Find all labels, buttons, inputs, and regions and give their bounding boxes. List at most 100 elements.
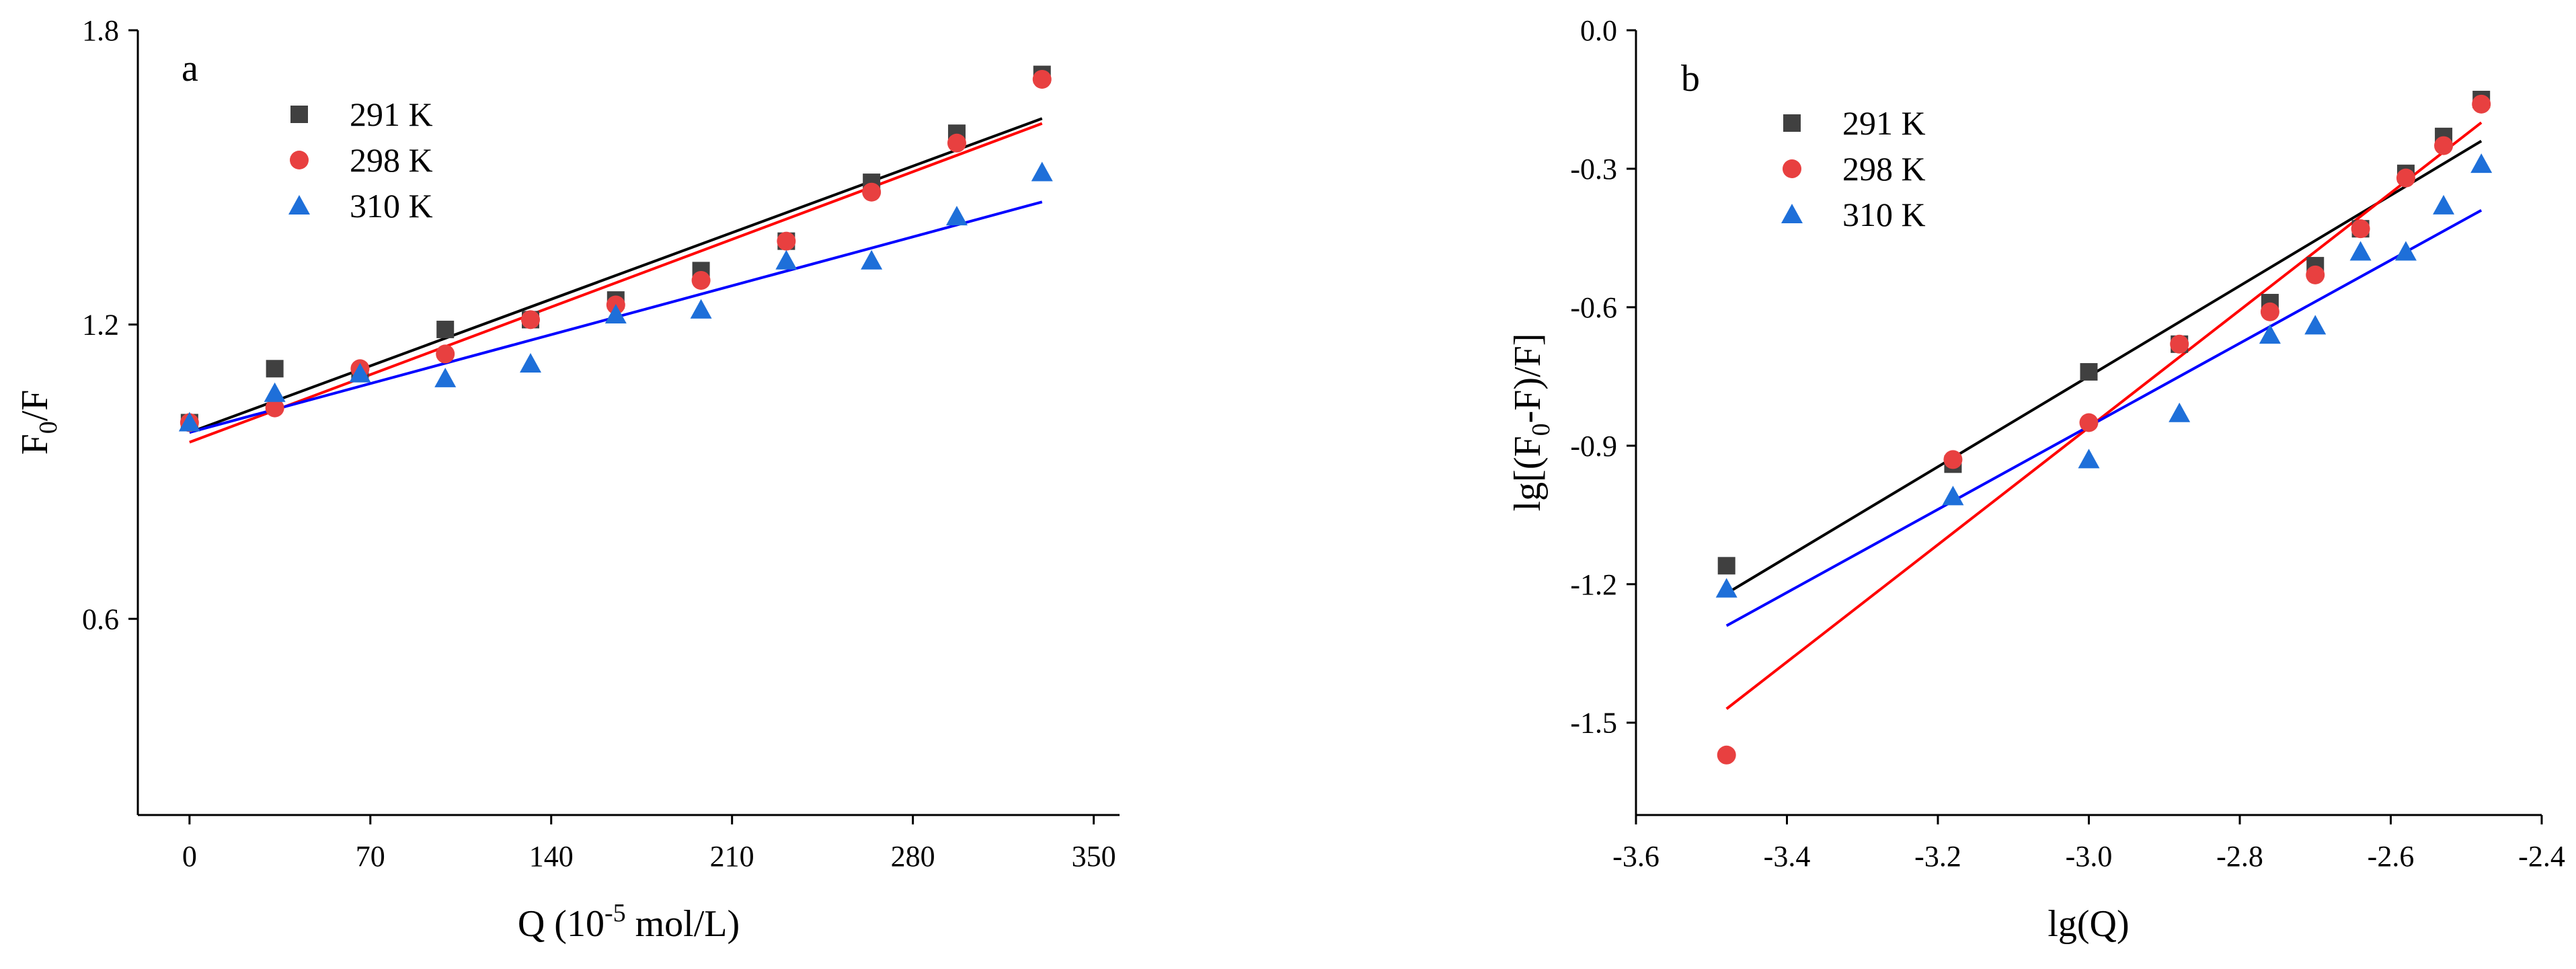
y-ticks: 0.6 1.2 1.8 xyxy=(82,14,138,635)
legend-marker-310k xyxy=(288,195,310,215)
data-point-310k xyxy=(349,362,371,383)
legend: 291 K 298 K 310 K xyxy=(288,95,433,225)
y-tick-label: -0.3 xyxy=(1570,153,1617,186)
data-point-310k xyxy=(178,412,200,432)
chart-panel-a: 0 70 140 210 280 350 0.6 1.2 1.8 291 K 298 K 310 … xyxy=(14,14,1120,945)
fit-line-298k xyxy=(1725,121,2483,710)
y-tick-label: -1.2 xyxy=(1570,568,1617,601)
legend-marker-310k xyxy=(1781,204,1803,223)
data-point-310k xyxy=(520,352,541,373)
data-point-298k xyxy=(777,231,796,251)
x-tick-label: -3.0 xyxy=(2066,840,2113,873)
data-point-310k xyxy=(604,304,627,324)
data-point-298k xyxy=(2079,413,2099,432)
panel-label: b xyxy=(1681,58,1700,100)
data-point-298k xyxy=(2306,265,2325,284)
x-tick-label: -3.6 xyxy=(1612,840,1660,873)
x-tick-label: 0 xyxy=(182,840,197,873)
legend-label: 291 K xyxy=(350,95,433,133)
y-ticks: -1.5 -1.2 -0.9 -0.6 -0.3 0.0 xyxy=(1570,14,1636,740)
legend: 291 K 298 K 310 K xyxy=(1781,104,1926,233)
fit-line-291k xyxy=(1725,140,2483,595)
legend-label: 310 K xyxy=(1842,196,1926,233)
data-points xyxy=(1715,90,2493,765)
panel-label: a xyxy=(182,48,198,89)
data-point-310k xyxy=(2078,449,2100,469)
legend-label: 298 K xyxy=(350,141,433,179)
data-point-310k xyxy=(264,382,286,402)
data-point-291k xyxy=(266,360,284,378)
data-point-310k xyxy=(2470,153,2493,173)
y-tick-label: -0.9 xyxy=(1570,430,1617,463)
data-point-298k xyxy=(2170,334,2189,354)
x-axis-title: lg(Q) xyxy=(2047,903,2129,945)
x-tick-label: -2.8 xyxy=(2216,840,2263,873)
data-point-310k xyxy=(2433,194,2455,215)
legend-marker-291k xyxy=(290,106,308,123)
fit-line-298k xyxy=(189,122,1043,444)
data-point-298k xyxy=(862,182,882,202)
data-point-310k xyxy=(690,299,712,319)
data-point-291k xyxy=(436,320,455,338)
data-point-298k xyxy=(2434,136,2454,155)
y-tick-label: 1.8 xyxy=(82,14,119,47)
data-point-298k xyxy=(947,133,966,153)
y-tick-label: -1.5 xyxy=(1570,707,1617,740)
data-point-298k xyxy=(691,270,711,290)
data-point-310k xyxy=(2394,241,2417,261)
legend-label: 310 K xyxy=(350,187,433,225)
data-point-298k xyxy=(1943,450,1963,469)
data-point-298k xyxy=(265,398,284,418)
x-tick-label: 140 xyxy=(529,840,574,873)
data-point-310k xyxy=(775,249,797,270)
fit-line-291k xyxy=(189,117,1043,434)
data-point-291k xyxy=(2080,362,2098,381)
data-point-298k xyxy=(2351,219,2370,239)
legend-marker-291k xyxy=(1783,114,1801,132)
data-point-298k xyxy=(2396,168,2415,188)
x-tick-label: 70 xyxy=(356,840,385,873)
x-tick-label: -3.4 xyxy=(1764,840,1811,873)
data-point-310k xyxy=(1942,486,1964,506)
chart-panel-b: -3.6 -3.4 -3.2 -3.0 -2.8 -2.6 -2.4 -1.5 -1.2 -0.… xyxy=(1507,14,2565,945)
y-tick-label: 0.0 xyxy=(1580,14,1617,47)
x-ticks: 0 70 140 210 280 350 xyxy=(182,815,1116,873)
x-axis-title: Q (10-5 mol/L) xyxy=(518,899,740,945)
x-ticks: -3.6 -3.4 -3.2 -3.0 -2.8 -2.6 -2.4 xyxy=(1612,815,2565,873)
data-point-298k xyxy=(1032,69,1052,89)
data-point-310k xyxy=(861,249,883,270)
data-point-310k xyxy=(434,367,457,387)
y-tick-label: -0.6 xyxy=(1570,291,1617,324)
x-tick-label: 280 xyxy=(891,840,935,873)
x-tick-label: -3.2 xyxy=(1914,840,1961,873)
x-tick-label: 350 xyxy=(1072,840,1116,873)
legend-label: 298 K xyxy=(1842,150,1926,188)
fit-line-310k xyxy=(1725,208,2483,627)
data-point-310k xyxy=(1031,161,1053,182)
legend-marker-298k xyxy=(1783,159,1801,178)
data-point-310k xyxy=(945,206,968,226)
y-axis-title: F0/F xyxy=(14,390,63,455)
x-tick-label: -2.4 xyxy=(2518,840,2565,873)
data-point-298k xyxy=(2472,94,2491,114)
legend-marker-298k xyxy=(290,151,309,169)
data-point-310k xyxy=(2169,402,2191,422)
data-point-310k xyxy=(1715,578,1738,598)
data-point-298k xyxy=(436,344,455,364)
y-tick-label: 1.2 xyxy=(82,309,119,342)
y-axis-title: lg[(F0-F)/F] xyxy=(1507,334,1555,512)
data-point-298k xyxy=(1717,745,1736,765)
fit-lines xyxy=(189,117,1043,444)
x-tick-label: -2.6 xyxy=(2368,840,2415,873)
data-point-298k xyxy=(2260,302,2279,321)
data-point-310k xyxy=(2259,324,2281,344)
data-point-298k xyxy=(521,310,540,330)
data-point-291k xyxy=(1717,557,1735,575)
data-points xyxy=(178,65,1053,432)
fit-lines xyxy=(1725,121,2483,710)
data-point-310k xyxy=(2304,315,2327,335)
x-tick-label: 210 xyxy=(710,840,754,873)
y-tick-label: 0.6 xyxy=(82,603,119,635)
